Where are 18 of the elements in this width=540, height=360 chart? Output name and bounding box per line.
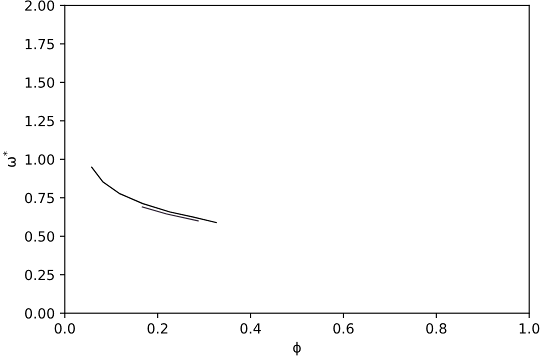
x-tick-label: 0.2 [148, 323, 168, 334]
x-tick-label: 1.0 [520, 323, 540, 334]
y-tick-label: 1.00 [26, 154, 54, 165]
x-tick-label: 0.4 [240, 323, 261, 334]
y-axis-title: ω$^{*}$ [3, 152, 16, 167]
y-tick-label: 2.00 [25, 0, 54, 11]
y-tick-label: 1.75 [26, 39, 54, 50]
y-tick-label: 0.00 [25, 308, 54, 319]
y-tick-label: 0.50 [25, 231, 54, 242]
y-tick-label: 0.25 [25, 270, 54, 280]
x-axis-title: ϕ [293, 342, 301, 356]
line-series [91, 166, 217, 224]
x-tick-label: 0.8 [426, 323, 446, 334]
y-tick-label: 1.50 [26, 77, 54, 88]
x-tick-label: 0.6 [333, 323, 354, 334]
y-tick-label: 1.25 [26, 116, 54, 126]
y-tick-label: 0.75 [25, 192, 54, 204]
x-tick-label: 0.0 [54, 323, 75, 334]
